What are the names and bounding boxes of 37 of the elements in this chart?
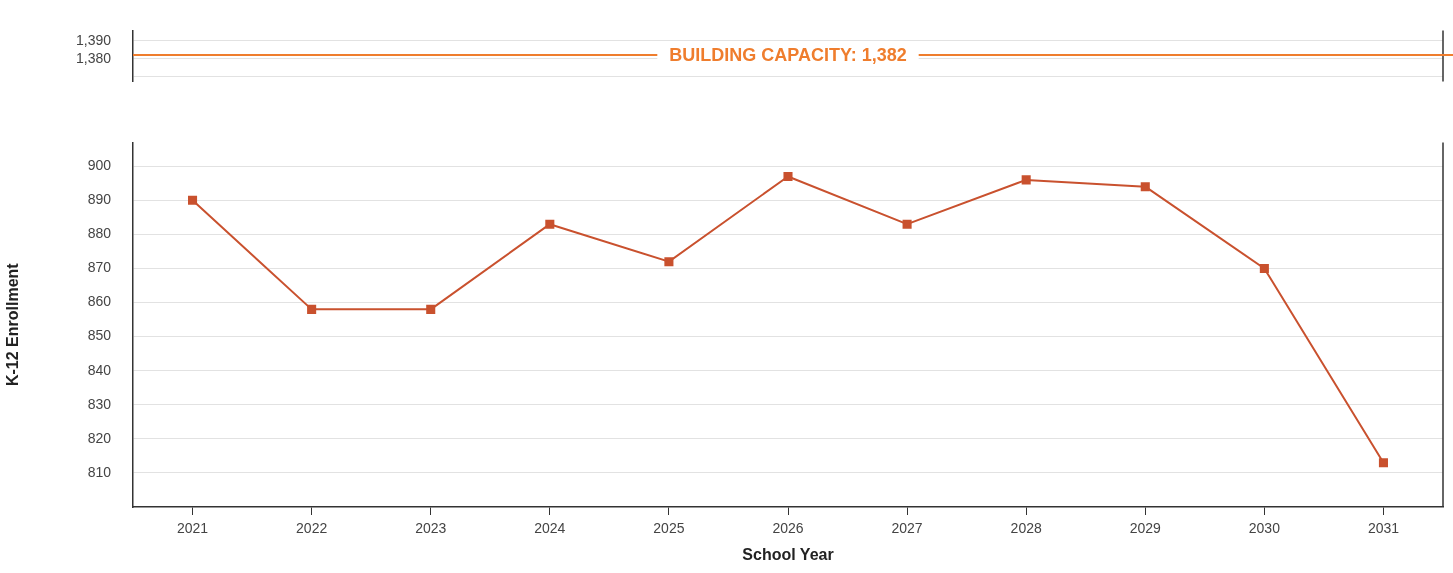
x-tick-label: 2027 bbox=[891, 520, 923, 537]
point bbox=[1378, 458, 1388, 468]
x-tick-label: 2029 bbox=[1129, 520, 1162, 537]
y-axis-title: K-12 Enrollment bbox=[4, 262, 22, 387]
y-tick-label: 890 bbox=[87, 191, 112, 208]
x-tick-label: 2026 bbox=[772, 520, 804, 537]
x-tick-label: 2022 bbox=[296, 520, 328, 537]
x-tick-label: 2025 bbox=[653, 520, 685, 537]
y-tick-label: 840 bbox=[87, 361, 112, 378]
x-tick-label: 2030 bbox=[1248, 520, 1281, 537]
y-tick-label: 880 bbox=[87, 225, 112, 242]
y-tick-label: 850 bbox=[87, 327, 112, 344]
point bbox=[1021, 175, 1031, 185]
point bbox=[545, 219, 555, 229]
x-tick-label: 2028 bbox=[1010, 520, 1042, 537]
point bbox=[426, 304, 436, 314]
y-tick-label: 820 bbox=[87, 429, 112, 446]
y-tick-label: 900 bbox=[87, 157, 112, 174]
y-tick-label: 810 bbox=[87, 463, 112, 480]
point bbox=[188, 195, 198, 205]
point bbox=[1259, 263, 1269, 274]
point bbox=[902, 219, 912, 229]
y-tick-label: 1,390 bbox=[75, 31, 112, 48]
y-tick-label: 1,380 bbox=[75, 49, 112, 66]
x-tick-label: 2031 bbox=[1367, 520, 1400, 537]
x-axis-title: School Year bbox=[742, 545, 834, 563]
ref-line-label: BUILDING CAPACITY: 1,382 bbox=[669, 45, 907, 66]
x-tick-label: 2021 bbox=[176, 520, 209, 537]
point bbox=[307, 304, 317, 314]
x-tick-label: 2024 bbox=[534, 520, 566, 537]
point bbox=[664, 257, 674, 267]
x-tick-label: 2023 bbox=[415, 520, 447, 537]
point bbox=[783, 171, 793, 182]
point bbox=[1140, 182, 1150, 192]
y-tick-label: 860 bbox=[87, 293, 112, 310]
y-tick-label: 870 bbox=[87, 259, 112, 276]
y-tick-label: 830 bbox=[87, 395, 112, 412]
